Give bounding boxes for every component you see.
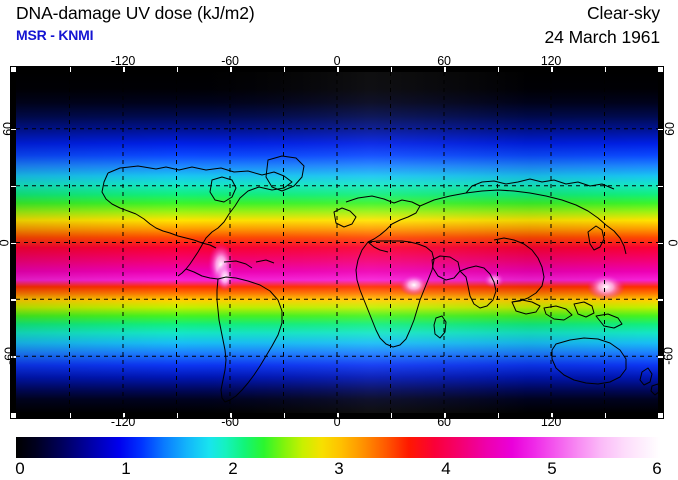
y-tick-label: -60 — [2, 347, 17, 365]
uv-hotspots — [208, 243, 625, 300]
y-tick-label: 60 — [0, 122, 15, 136]
y-tick-label: 0 — [0, 240, 11, 247]
condition-label: Clear-sky — [587, 3, 660, 23]
colorbar — [16, 437, 660, 458]
colorbar-tick-label: 5 — [547, 459, 557, 478]
x-tick-label: -60 — [221, 415, 239, 429]
date-label: 24 March 1961 — [544, 27, 661, 47]
coastline-layer — [101, 155, 658, 403]
colorbar-tick-label: 0 — [15, 459, 25, 478]
colorbar-tick-label: 3 — [334, 459, 344, 478]
axis-right — [658, 72, 664, 413]
x-tick-label: -60 — [221, 54, 239, 68]
x-tick-label: 120 — [540, 54, 562, 68]
x-tick-label: 60 — [437, 54, 451, 68]
map-overlay — [16, 72, 658, 413]
page-title: DNA-damage UV dose (kJ/m2) — [16, 3, 255, 23]
x-tick-label: 0 — [333, 54, 341, 68]
y-tick-label: -60 — [661, 347, 676, 365]
axis-bottom — [16, 413, 658, 419]
colorbar-tick-label: 4 — [441, 459, 451, 478]
graticule-layer — [16, 72, 658, 413]
y-tick-label: 60 — [663, 122, 678, 136]
x-tick-label: 60 — [437, 415, 451, 429]
colorbar-tick-label: 2 — [228, 459, 238, 478]
x-tick-label: -120 — [110, 54, 136, 68]
x-tick-label: -120 — [110, 415, 136, 429]
axis-left — [10, 72, 16, 413]
x-tick-label: 120 — [540, 415, 562, 429]
y-tick-label: 0 — [667, 240, 678, 247]
colorbar-tick-label: 1 — [121, 459, 131, 478]
axis-top — [16, 66, 658, 72]
map-canvas — [16, 72, 658, 413]
colorbar-tick-label: 6 — [652, 459, 662, 478]
chart-header: DNA-damage UV dose (kJ/m2) MSR - KNMI Cl… — [0, 0, 678, 54]
map-plot — [10, 66, 664, 419]
x-tick-label: 0 — [333, 415, 341, 429]
source-label: MSR - KNMI — [16, 27, 94, 43]
colorbar-gradient — [16, 437, 660, 458]
